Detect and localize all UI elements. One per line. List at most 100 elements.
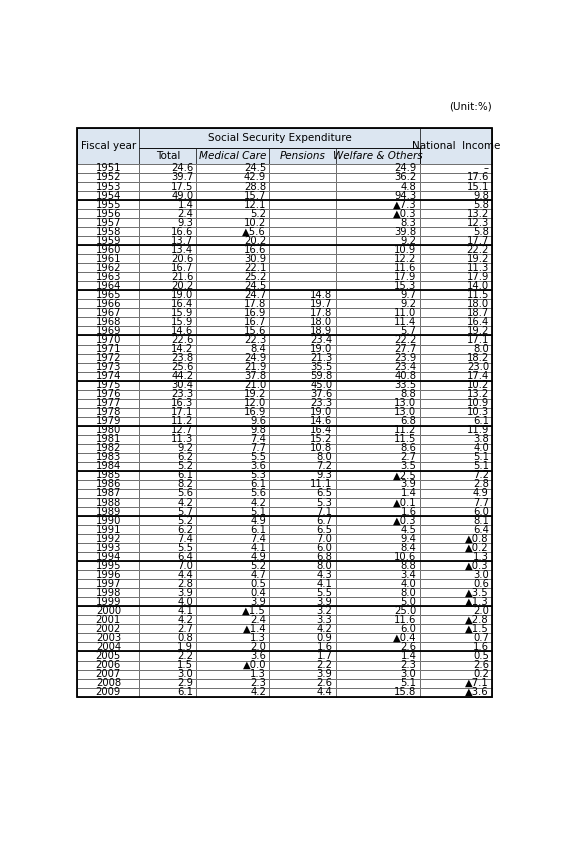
Bar <box>269 480 335 489</box>
Bar <box>77 191 139 200</box>
Text: 1988: 1988 <box>96 497 121 508</box>
Text: 2005: 2005 <box>96 651 121 661</box>
Bar <box>419 318 492 326</box>
Text: 21.9: 21.9 <box>244 362 266 372</box>
Bar <box>139 354 196 362</box>
Bar <box>196 209 269 218</box>
Text: 15.7: 15.7 <box>244 191 266 200</box>
Text: Medical Care: Medical Care <box>199 151 267 161</box>
Bar <box>335 344 419 354</box>
Bar <box>196 318 269 326</box>
Text: 14.6: 14.6 <box>310 417 332 426</box>
Text: ▲5.6: ▲5.6 <box>242 227 266 236</box>
Bar <box>419 272 492 281</box>
Bar <box>77 679 139 687</box>
Bar <box>335 633 419 643</box>
Text: 4.9: 4.9 <box>473 489 489 498</box>
Text: 4.8: 4.8 <box>400 181 417 192</box>
Bar <box>77 651 139 661</box>
Text: 22.3: 22.3 <box>244 335 266 345</box>
Text: 12.2: 12.2 <box>394 253 417 264</box>
Text: 2.6: 2.6 <box>400 642 417 652</box>
Text: ▲0.3: ▲0.3 <box>393 209 417 218</box>
Bar <box>419 326 492 336</box>
Bar <box>196 570 269 579</box>
Bar <box>196 281 269 290</box>
Text: 8.8: 8.8 <box>400 561 417 570</box>
Bar <box>335 534 419 543</box>
Text: 0.8: 0.8 <box>178 633 193 643</box>
Bar <box>77 633 139 643</box>
Bar <box>335 561 419 570</box>
Bar <box>269 597 335 606</box>
Bar <box>196 480 269 489</box>
Text: 3.0: 3.0 <box>400 669 417 679</box>
Bar <box>419 444 492 453</box>
Text: 7.4: 7.4 <box>250 435 266 444</box>
Bar <box>139 679 196 687</box>
Bar <box>269 444 335 453</box>
Bar <box>139 489 196 498</box>
Bar <box>77 498 139 507</box>
Bar <box>196 399 269 408</box>
Bar <box>139 218 196 227</box>
Bar <box>335 218 419 227</box>
Text: 20.2: 20.2 <box>244 235 266 246</box>
Bar <box>77 326 139 336</box>
Bar <box>419 453 492 462</box>
Text: 8.1: 8.1 <box>473 515 489 526</box>
Bar <box>196 263 269 272</box>
Bar <box>139 498 196 507</box>
Bar <box>196 597 269 606</box>
Bar <box>196 399 269 408</box>
Bar <box>419 679 492 687</box>
Bar <box>419 661 492 669</box>
Bar <box>335 390 419 399</box>
Text: 4.3: 4.3 <box>317 570 332 580</box>
Text: 1965: 1965 <box>96 289 121 300</box>
Bar <box>77 471 139 480</box>
Bar <box>335 200 419 209</box>
Text: 11.2: 11.2 <box>394 425 417 436</box>
Text: 2.9: 2.9 <box>177 678 193 688</box>
Bar <box>196 372 269 381</box>
Text: 30.4: 30.4 <box>171 381 193 390</box>
Bar <box>335 462 419 471</box>
Bar <box>335 679 419 687</box>
Text: 7.2: 7.2 <box>473 471 489 480</box>
Bar <box>269 399 335 408</box>
Text: 2.6: 2.6 <box>473 660 489 670</box>
Text: 9.4: 9.4 <box>400 533 417 544</box>
Text: 16.4: 16.4 <box>171 299 193 309</box>
Bar <box>419 254 492 263</box>
Bar <box>269 597 335 606</box>
Text: 1993: 1993 <box>96 543 121 552</box>
Bar <box>196 651 269 661</box>
Bar <box>196 633 269 643</box>
Bar <box>139 633 196 643</box>
Bar <box>419 615 492 624</box>
Text: 1992: 1992 <box>96 533 121 544</box>
Bar <box>196 679 269 687</box>
Bar <box>335 597 419 606</box>
Bar <box>196 148 269 164</box>
Text: 1981: 1981 <box>96 435 121 444</box>
Bar <box>139 687 196 697</box>
Bar <box>139 516 196 525</box>
Bar <box>335 669 419 679</box>
Bar <box>139 687 196 697</box>
Text: 0.6: 0.6 <box>473 579 489 588</box>
Bar <box>139 597 196 606</box>
Bar <box>335 615 419 624</box>
Bar <box>419 534 492 543</box>
Bar <box>139 308 196 318</box>
Bar <box>77 318 139 326</box>
Text: Total: Total <box>156 151 180 161</box>
Bar <box>77 552 139 561</box>
Bar <box>77 281 139 290</box>
Bar <box>269 561 335 570</box>
Text: ▲7.1: ▲7.1 <box>465 678 489 688</box>
Bar <box>77 227 139 236</box>
Bar <box>77 489 139 498</box>
Bar <box>196 362 269 372</box>
